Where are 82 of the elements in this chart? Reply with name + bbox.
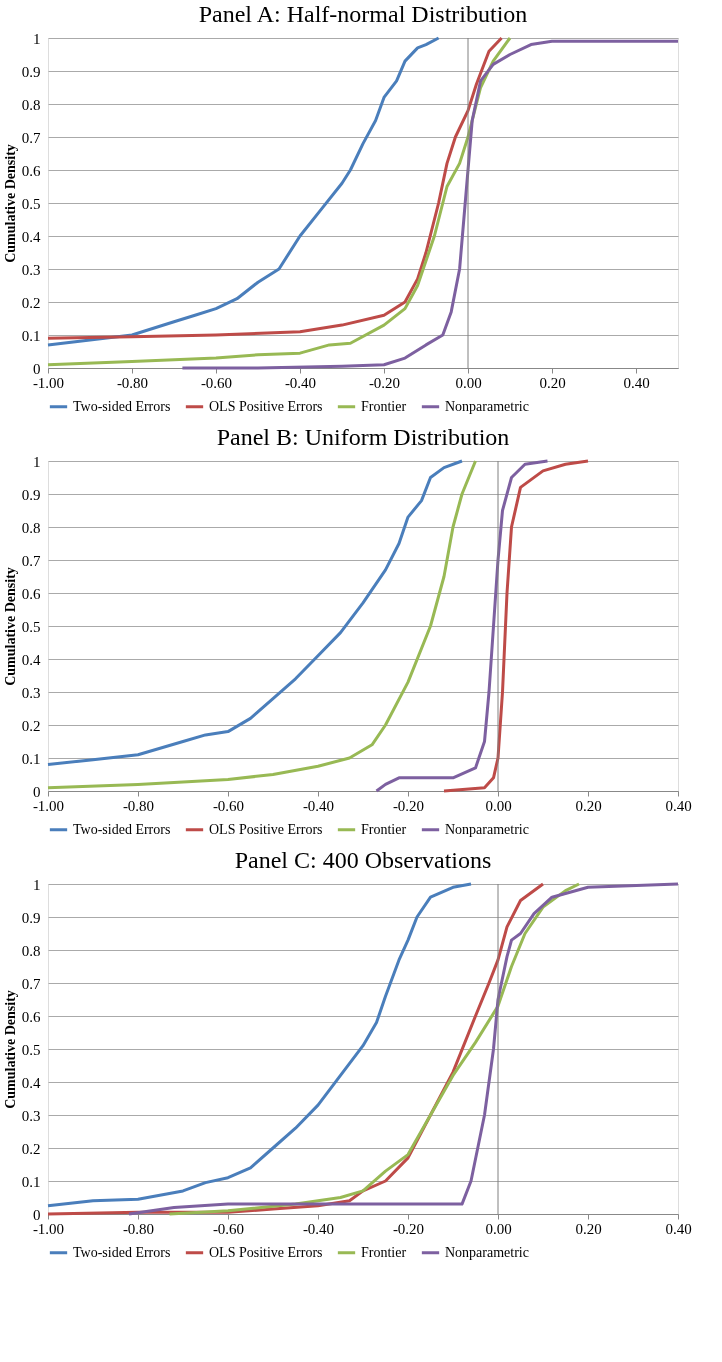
y-tick-label: 1: [33, 876, 41, 893]
legend-label: Nonparametric: [445, 398, 529, 414]
x-tick-label: 0.00: [485, 1220, 512, 1237]
y-tick-label: 0.9: [21, 486, 41, 503]
chart-title: Panel B: Uniform Distribution: [216, 424, 510, 450]
x-tick-label: -0.60: [212, 797, 245, 814]
y-tick-label: 0.3: [21, 1107, 41, 1124]
y-axis-title: Cumulative Density: [2, 990, 18, 1109]
y-tick-label: 0.1: [21, 750, 41, 767]
y-tick-label: 0.7: [21, 975, 41, 992]
x-tick-label: 0.00: [485, 797, 512, 814]
x-tick-label: -0.60: [212, 1220, 245, 1237]
y-tick-label: 0.4: [21, 1074, 41, 1091]
legend-label: Two-sided Errors: [73, 821, 171, 837]
x-tick-label: -0.40: [302, 1220, 335, 1237]
y-tick-label: 0.5: [21, 618, 41, 635]
y-tick-label: 0.4: [21, 228, 41, 245]
x-tick-label: -1.00: [32, 797, 65, 814]
y-axis-title: Cumulative Density: [2, 567, 18, 686]
y-tick-label: 0: [33, 1206, 41, 1223]
y-tick-label: 0.6: [21, 162, 41, 179]
x-tick-label: 0.40: [665, 797, 692, 814]
y-tick-label: 0: [33, 783, 41, 800]
line-series: [46, 36, 441, 347]
y-tick-label: 0.2: [21, 717, 41, 734]
legend-label: Frontier: [361, 398, 407, 414]
y-tick-label: 0.6: [21, 1008, 41, 1025]
x-tick-label: -0.20: [392, 797, 425, 814]
x-tick-label: -0.20: [368, 374, 401, 391]
y-tick-label: 0.5: [21, 195, 41, 212]
legend-label: OLS Positive Errors: [209, 821, 323, 837]
x-tick-label: 0.40: [665, 1220, 692, 1237]
y-tick-label: 0.4: [21, 651, 41, 668]
x-tick-label: -1.00: [32, 1220, 65, 1237]
x-tick-label: -0.80: [122, 797, 155, 814]
x-tick-label: 0.00: [455, 374, 482, 391]
x-tick-label: 0.20: [539, 374, 566, 391]
y-tick-label: 0: [33, 360, 41, 377]
x-tick-label: -0.40: [302, 797, 335, 814]
y-tick-label: 0.1: [21, 327, 41, 344]
y-tick-label: 0.7: [21, 129, 41, 146]
y-tick-label: 1: [33, 453, 41, 470]
x-tick-label: -1.00: [32, 374, 65, 391]
line-series: [180, 39, 680, 370]
y-tick-label: 1: [33, 30, 41, 47]
legend-label: Two-sided Errors: [73, 1244, 171, 1260]
legend-label: OLS Positive Errors: [209, 398, 323, 414]
legend-label: Two-sided Errors: [73, 398, 171, 414]
legend-label: Frontier: [361, 1244, 407, 1260]
y-tick-label: 0.5: [21, 1041, 41, 1058]
line-series: [375, 459, 549, 793]
y-tick-label: 0.2: [21, 294, 41, 311]
x-tick-label: -0.60: [200, 374, 233, 391]
y-tick-label: 0.9: [21, 63, 41, 80]
y-tick-label: 0.2: [21, 1140, 41, 1157]
x-tick-label: 0.20: [575, 1220, 602, 1237]
legend-label: OLS Positive Errors: [209, 1244, 323, 1260]
legend-label: Frontier: [361, 821, 407, 837]
line-series: [46, 882, 473, 1208]
x-tick-label: -0.40: [284, 374, 317, 391]
x-tick-label: 0.20: [575, 797, 602, 814]
x-tick-label: -0.80: [122, 1220, 155, 1237]
y-tick-label: 0.8: [21, 519, 41, 536]
legend-label: Nonparametric: [445, 1244, 529, 1260]
legend-label: Nonparametric: [445, 821, 529, 837]
y-tick-label: 0.3: [21, 684, 41, 701]
line-series: [442, 459, 590, 793]
line-series: [168, 882, 581, 1216]
line-series: [127, 882, 680, 1216]
y-tick-label: 0.1: [21, 1173, 41, 1190]
chart-title: Panel C: 400 Observations: [234, 847, 492, 873]
chart-title: Panel A: Half-normal Distribution: [198, 1, 528, 27]
y-axis-title: Cumulative Density: [2, 144, 18, 263]
y-tick-label: 0.9: [21, 909, 41, 926]
y-tick-label: 0.6: [21, 585, 41, 602]
x-tick-label: 0.40: [623, 374, 650, 391]
y-tick-label: 0.3: [21, 261, 41, 278]
y-tick-label: 0.8: [21, 96, 41, 113]
x-tick-label: -0.20: [392, 1220, 425, 1237]
x-tick-label: -0.80: [116, 374, 149, 391]
y-tick-label: 0.8: [21, 942, 41, 959]
y-tick-label: 0.7: [21, 552, 41, 569]
